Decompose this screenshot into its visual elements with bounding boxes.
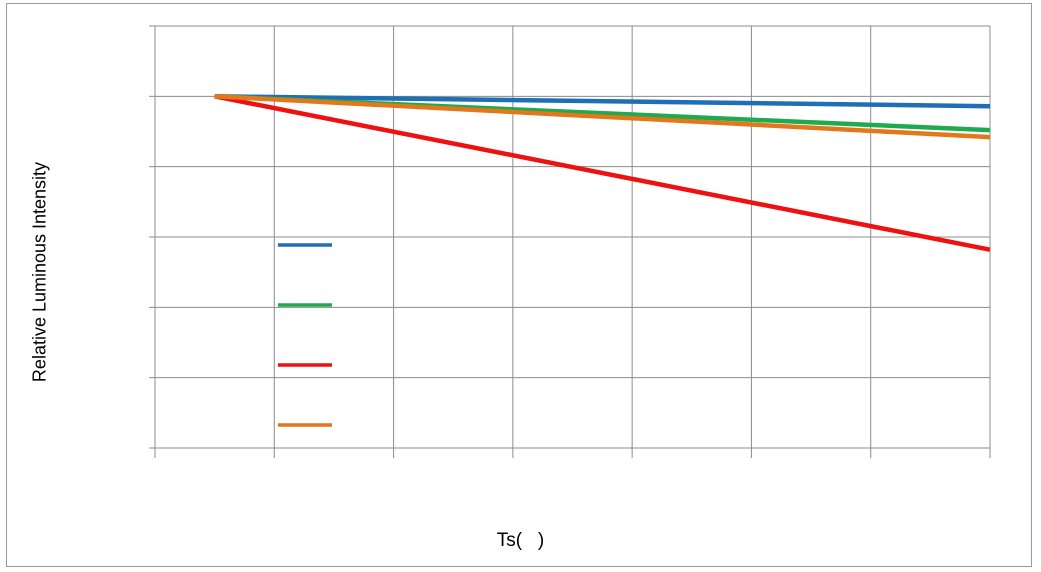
legend-layer — [278, 243, 332, 427]
series-layer — [214, 94, 991, 252]
chart-frame — [6, 3, 1032, 567]
series-line-1 — [214, 94, 991, 109]
x-axis-label: Ts( ) — [496, 530, 545, 551]
grid-layer — [149, 25, 991, 458]
series-line-3 — [214, 94, 991, 252]
series-line-4 — [214, 94, 991, 140]
x-axis-label-wrap: Ts( ) — [0, 530, 1041, 552]
y-axis-label: Relative Luminous Intensity — [29, 161, 50, 383]
